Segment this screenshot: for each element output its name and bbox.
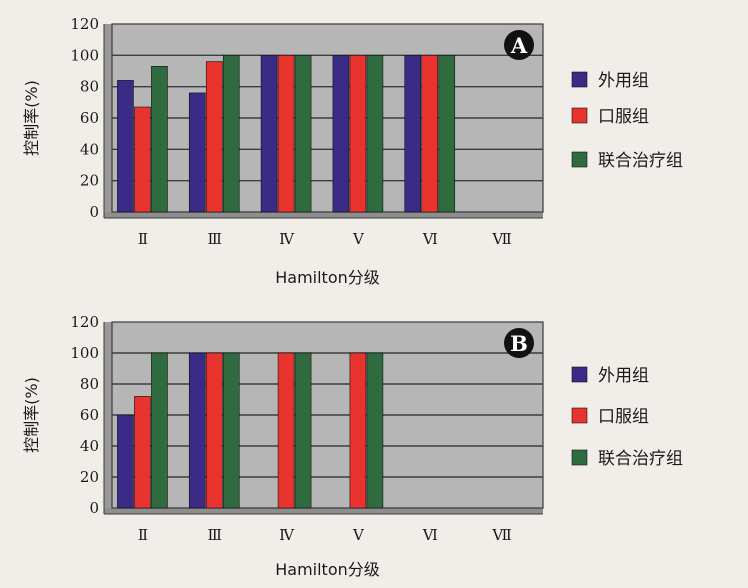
bar-topical	[332, 55, 350, 213]
bar-oral	[349, 352, 367, 509]
x-tick-label: Ⅱ	[138, 526, 148, 544]
bar-combined	[222, 55, 240, 213]
y-tick-label: 80	[80, 375, 99, 393]
bar-combined	[294, 55, 312, 213]
y-tick-label: 80	[80, 78, 99, 96]
legend-swatch	[571, 366, 588, 383]
bar-combined	[151, 66, 168, 213]
x-tick-label: Ⅱ	[138, 230, 148, 248]
legend-swatch	[571, 107, 588, 124]
legend-swatch	[571, 407, 588, 424]
y-tick-label: 40	[80, 437, 99, 455]
bar-topical	[117, 80, 134, 213]
bar-combined	[294, 352, 312, 509]
bar-oral	[277, 352, 295, 509]
x-tick-label: Ⅶ	[491, 230, 511, 248]
y-tick-label: 120	[70, 15, 99, 33]
legend-swatch	[571, 449, 588, 466]
y-tick-label: 100	[70, 344, 99, 362]
x-tick-label: Ⅴ	[352, 230, 365, 248]
x-tick-label: Ⅵ	[422, 526, 438, 544]
plot-side-wall	[104, 24, 112, 218]
panel-badge-letter: B	[510, 331, 528, 356]
bar-combined	[222, 352, 240, 509]
bar-oral	[277, 55, 295, 213]
legend-label: 联合治疗组	[598, 449, 683, 469]
x-tick-label: Ⅲ	[208, 230, 222, 248]
y-axis-title: 控制率(%)	[22, 377, 41, 453]
bar-combined	[366, 55, 384, 213]
legend-label: 外用组	[598, 366, 649, 386]
legend-label: 外用组	[598, 71, 649, 91]
y-tick-label: 60	[80, 109, 99, 127]
chart-panel-a: 0 20 40 60 80 100 120 Ⅱ Ⅲ Ⅳ Ⅴ Ⅵ Ⅶ Hamilton分级 控制率(%) A 外用…	[22, 15, 683, 287]
y-tick-label: 120	[70, 313, 99, 331]
y-tick-label: 0	[89, 499, 99, 517]
bar-topical	[188, 92, 206, 213]
x-tick-label: Ⅳ	[279, 230, 295, 248]
bar-oral	[421, 55, 439, 213]
y-tick-label: 60	[80, 406, 99, 424]
x-tick-label: Ⅶ	[491, 526, 511, 544]
y-tick-label: 40	[80, 140, 99, 158]
panel-badge-circle	[504, 30, 534, 60]
bar-combined	[438, 55, 456, 213]
x-tick-label: Ⅲ	[208, 526, 222, 544]
bar-topical	[117, 414, 134, 509]
x-tick-label: Ⅵ	[422, 230, 438, 248]
y-axis-title: 控制率(%)	[22, 80, 41, 156]
bar-oral	[134, 396, 151, 509]
chart-panel-b: 0 20 40 60 80 100 120 Ⅱ Ⅲ Ⅳ Ⅴ Ⅵ Ⅶ Hamilton分级 控制率(%) B 外用…	[22, 313, 683, 579]
x-axis-title: Hamilton分级	[275, 560, 380, 579]
bar-combined	[366, 352, 384, 509]
panel-badge-letter: A	[510, 33, 528, 58]
y-tick-label: 20	[80, 468, 99, 486]
bar-oral	[134, 106, 151, 213]
bar-topical	[188, 352, 206, 509]
y-tick-label: 100	[70, 46, 99, 64]
bar-combined	[151, 352, 168, 509]
legend-swatch	[571, 151, 588, 168]
legend-label: 口服组	[598, 407, 649, 427]
bar-topical	[404, 55, 422, 213]
bar-oral	[205, 61, 223, 213]
bar-oral	[205, 352, 223, 509]
bar-oral	[349, 55, 367, 213]
plot-floor	[104, 212, 543, 218]
y-tick-label: 0	[89, 203, 99, 221]
legend-label: 口服组	[598, 107, 649, 127]
plot-side-wall	[104, 322, 112, 514]
plot-floor	[104, 508, 543, 514]
x-axis-title: Hamilton分级	[275, 268, 380, 287]
panel-badge-circle	[504, 328, 534, 358]
x-tick-label: Ⅴ	[352, 526, 365, 544]
x-tick-label: Ⅳ	[279, 526, 295, 544]
legend-label: 联合治疗组	[598, 151, 683, 171]
legend-swatch	[571, 71, 588, 88]
y-tick-label: 20	[80, 172, 99, 190]
bar-topical	[260, 55, 278, 213]
